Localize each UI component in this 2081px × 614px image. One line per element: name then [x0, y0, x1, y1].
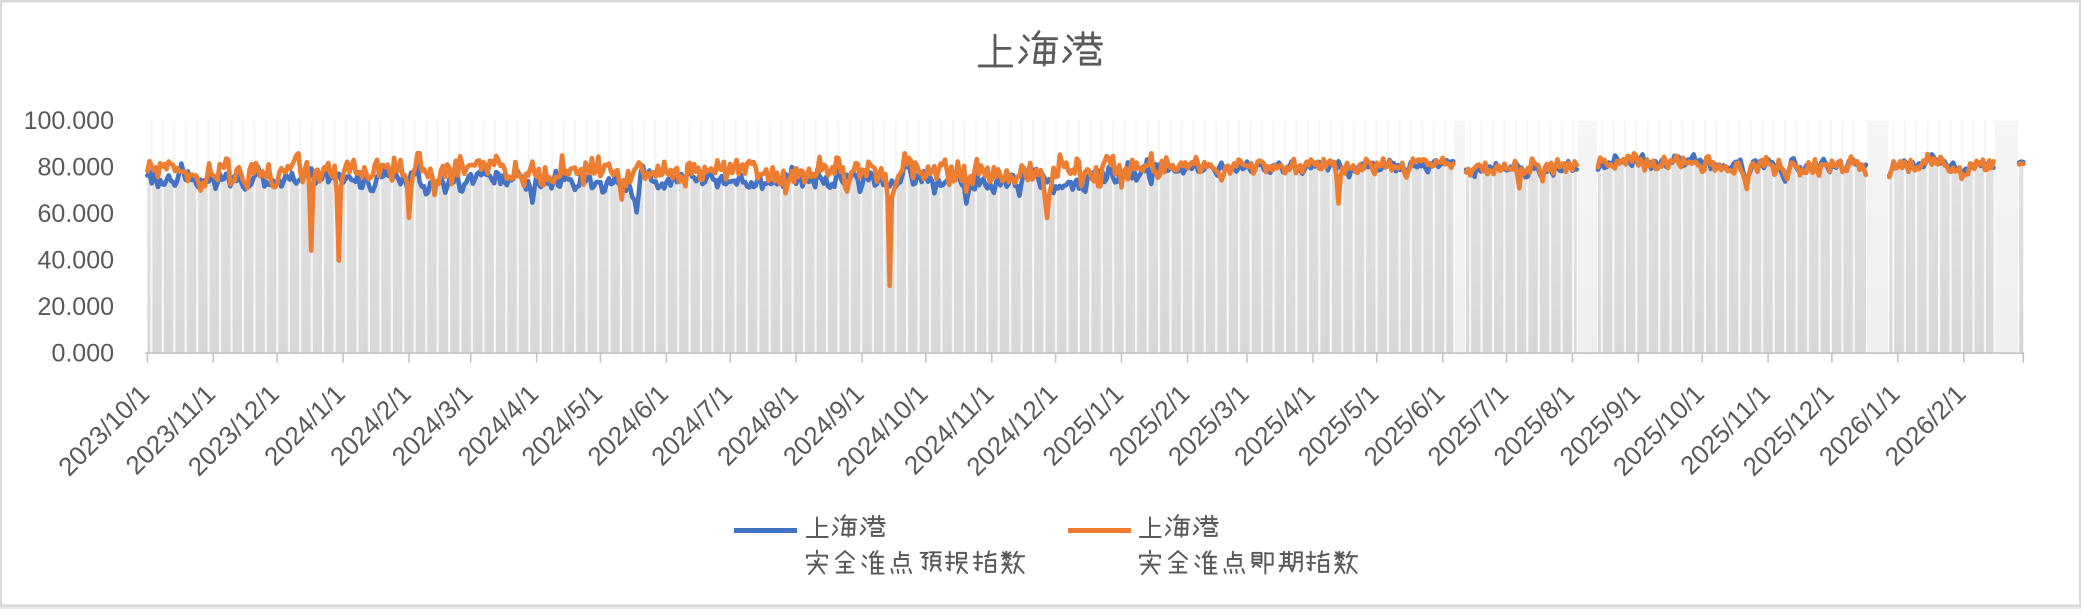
svg-text:0.000: 0.000: [51, 340, 114, 368]
svg-text:60.000: 60.000: [38, 200, 114, 228]
svg-text:100.000: 100.000: [24, 107, 114, 135]
svg-text:20.000: 20.000: [38, 293, 114, 321]
svg-text:80.000: 80.000: [38, 154, 114, 182]
svg-text:40.000: 40.000: [38, 247, 114, 275]
